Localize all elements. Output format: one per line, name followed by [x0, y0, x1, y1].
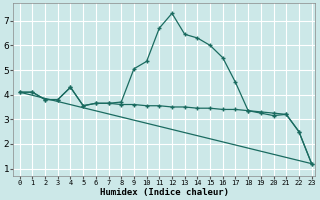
X-axis label: Humidex (Indice chaleur): Humidex (Indice chaleur)	[100, 188, 229, 197]
